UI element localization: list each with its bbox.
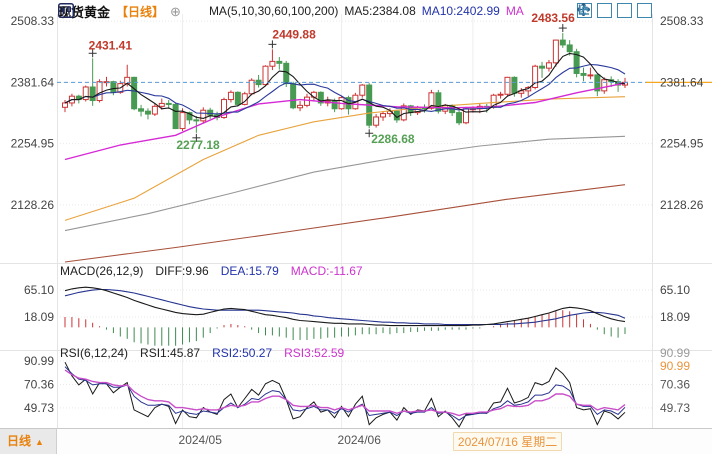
macd-dea-value: DEA:15.79: [220, 264, 279, 278]
rsi-layer: [64, 361, 626, 428]
extreme-price-label: 2483.56: [531, 11, 575, 25]
axis-label: 18.09: [660, 310, 690, 324]
axis-label: 18.09: [24, 310, 54, 324]
plus-circle-icon[interactable]: ⊕: [170, 3, 181, 19]
macd-macd-value: MACD:-11.67: [290, 264, 363, 278]
axis-label: 2254.95: [11, 137, 55, 151]
extreme-price-label: 2431.41: [89, 38, 133, 52]
axis-label: 2254.95: [660, 137, 704, 151]
axis-label: 2128.26: [11, 198, 55, 212]
ma10-value: MA10:2402.99: [421, 4, 500, 18]
axis-label: 2381.64: [11, 75, 55, 89]
x-axis-label-highlighted: 2024/07/16 星期二: [452, 432, 563, 451]
ma5-value: MA5:2384.08: [344, 4, 416, 18]
timeframe-label: 【日线】: [116, 4, 165, 19]
extreme-price-label: 2449.88: [272, 27, 316, 41]
axis-label: 90.99: [660, 346, 690, 360]
axis-label: 49.73: [24, 401, 54, 415]
axis-label: 65.10: [24, 283, 54, 297]
axis-label: 90.99: [24, 354, 54, 368]
macd-title: MACD(26,12,9): [60, 264, 144, 278]
x-axis-label: 2024/05: [178, 433, 222, 447]
ma30-value-truncated: MA: [505, 4, 524, 18]
symbol-name: 现货黄金: [58, 4, 111, 20]
rsi-title: RSI(6,12,24): [60, 346, 129, 360]
period-selector[interactable]: 日线 ▲: [0, 429, 57, 454]
rsi1-value: RSI1:45.87: [140, 346, 201, 360]
kline-style-icon[interactable]: [58, 3, 203, 19]
gridlines: [0, 14, 712, 428]
axis-label: 70.36: [660, 377, 690, 391]
axis-label: 2381.64: [660, 75, 704, 89]
trend-scale-icon[interactable]: [578, 3, 632, 18]
pan-right-icon[interactable]: [579, 3, 652, 18]
ma-lines-layer: [64, 52, 626, 263]
rsi-header: RSI(6,12,24) RSI1:45.87 RSI2:50.27 RSI3:…: [60, 346, 344, 360]
axis-labels: 2508.33 2508.33 2381.64 2381.64 2254.95 2254.…: [11, 14, 704, 415]
rsi2-value: RSI2:50.27: [212, 346, 273, 360]
macd-header: MACD(26,12,9) DIFF:9.96 DEA:15.79 MACD:-…: [60, 264, 363, 278]
macd-layer: [64, 286, 626, 346]
period-label: 日线: [7, 434, 32, 448]
price-annotations: 2431.41 2277.18 2449.88 2286.68 2483.56: [88, 11, 575, 152]
rsi3-value: RSI3:52.59: [284, 346, 345, 360]
axis-label: 2128.26: [660, 198, 704, 212]
axis-label: 65.10: [660, 283, 690, 297]
axis-label: 2508.33: [660, 14, 704, 28]
axis-label: 70.36: [24, 377, 54, 391]
chart-toolbar: [577, 3, 652, 18]
extreme-price-label: 2277.18: [176, 138, 220, 152]
axis-label: 49.73: [660, 401, 690, 415]
x-axis-label: 2024/06: [337, 433, 381, 447]
chart-header: 现货黄金 【日线】 ⊕ MA(5,10,30,60,100,200) MA5:2…: [58, 3, 524, 20]
bottom-bar: 日线 ▲ 2024/05 2024/06 2024/07/16 星期二: [0, 428, 712, 454]
ma-settings-label: MA(5,10,30,60,100,200): [208, 4, 339, 18]
axis-label: 90.99: [660, 359, 690, 373]
zoom-scale-icon[interactable]: [578, 3, 612, 18]
candles-layer: [62, 33, 628, 133]
extreme-price-label: 2286.68: [371, 132, 415, 146]
axis-label: 2508.33: [11, 14, 55, 28]
macd-diff-value: DIFF:9.96: [155, 264, 209, 278]
triangle-up-icon: ▲: [35, 437, 44, 447]
